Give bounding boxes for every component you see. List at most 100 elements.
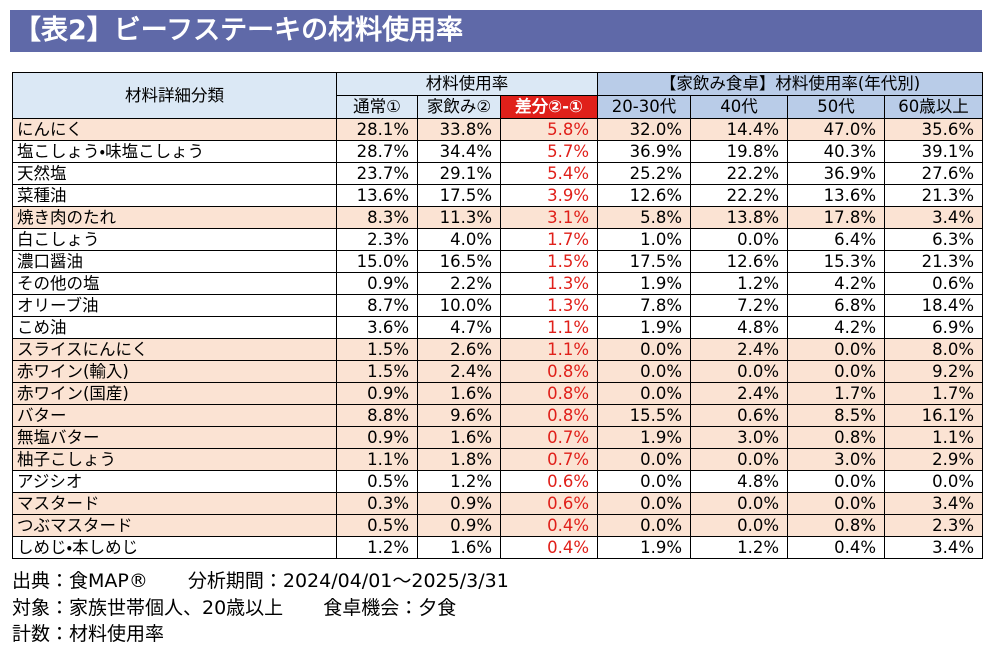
table-row: 赤ワイン(輸入) 1.5% 2.4% 0.8% 0.0% 0.0% 0.0% 9.2% xyxy=(12,360,984,383)
cell: 0.5% xyxy=(336,470,418,493)
cell: 15.0% xyxy=(336,250,418,273)
cell: 0.6% xyxy=(499,492,599,515)
cell: 1.7% xyxy=(884,382,984,405)
cell: 0.0% xyxy=(787,338,886,361)
row-label: 塩こしょう・味塩こしょう xyxy=(12,140,337,163)
footer-text: 計数：材料使用率 xyxy=(12,623,165,645)
column-header: 60歳以上 xyxy=(884,95,984,119)
cell: 9.6% xyxy=(417,404,501,427)
cell: 22.2% xyxy=(690,184,789,207)
cell: 0.8% xyxy=(499,382,599,405)
data-table: 材料詳細分類 材料使用率 【家飲み食卓】材料使用率(年代別) 通常① 家飲み② 差分②-①… xyxy=(12,72,984,559)
cell: 5.4% xyxy=(499,162,599,185)
table-row: つぶマスタード 0.5% 0.9% 0.4% 0.0% 0.0% 0.8% 2.3% xyxy=(12,514,984,537)
column-header: 40代 xyxy=(690,95,789,119)
table-row: その他の塩 0.9% 2.2% 1.3% 1.9% 1.2% 4.2% 0.6% xyxy=(12,272,984,295)
cell: 4.2% xyxy=(787,316,886,339)
cell: 33.8% xyxy=(417,118,501,141)
cell: 0.6% xyxy=(690,404,789,427)
cell: 5.7% xyxy=(499,140,599,163)
table-row: アジシオ 0.5% 1.2% 0.6% 0.0% 4.8% 0.0% 0.0% xyxy=(12,470,984,493)
row-label: スライスにんにく xyxy=(12,338,337,361)
cell: 1.9% xyxy=(597,536,692,559)
cell: 28.7% xyxy=(336,140,418,163)
cell: 4.2% xyxy=(787,272,886,295)
cell: 0.0% xyxy=(690,448,789,471)
cell: 2.2% xyxy=(417,272,501,295)
cell: 0.8% xyxy=(499,404,599,427)
cell: 1.1% xyxy=(499,316,599,339)
cell: 0.0% xyxy=(597,338,692,361)
cell: 16.1% xyxy=(884,404,984,427)
cell: 3.4% xyxy=(884,536,984,559)
cell: 5.8% xyxy=(499,118,599,141)
cell: 4.8% xyxy=(690,316,789,339)
cell: 0.6% xyxy=(499,470,599,493)
table-row: スライスにんにく 1.5% 2.6% 1.1% 0.0% 2.4% 0.0% 8.0% xyxy=(12,338,984,361)
table-row: マスタード 0.3% 0.9% 0.6% 0.0% 0.0% 0.0% 3.4% xyxy=(12,492,984,515)
cell: 3.4% xyxy=(884,492,984,515)
cell: 36.9% xyxy=(787,162,886,185)
cell: 1.3% xyxy=(499,272,599,295)
cell: 2.4% xyxy=(690,338,789,361)
footer-text: 出典：食MAP® xyxy=(12,570,148,592)
cell: 14.4% xyxy=(690,118,789,141)
cell: 0.9% xyxy=(336,272,418,295)
table-row: オリーブ油 8.7% 10.0% 1.3% 7.8% 7.2% 6.8% 18.4% xyxy=(12,294,984,317)
footer: 出典：食MAP® 分析期間：2024/04/01～2025/3/31 対象：家族世帯… xyxy=(12,568,549,648)
cell: 1.1% xyxy=(499,338,599,361)
cell: 3.0% xyxy=(690,426,789,449)
cell: 0.9% xyxy=(336,426,418,449)
cell: 1.5% xyxy=(336,338,418,361)
column-header: 50代 xyxy=(787,95,886,119)
cell: 8.7% xyxy=(336,294,418,317)
cell: 1.2% xyxy=(690,272,789,295)
cell: 0.0% xyxy=(787,470,886,493)
cell: 0.0% xyxy=(884,470,984,493)
cell: 13.6% xyxy=(787,184,886,207)
cell: 28.1% xyxy=(336,118,418,141)
cell: 8.5% xyxy=(787,404,886,427)
cell: 2.9% xyxy=(884,448,984,471)
row-label: マスタード xyxy=(12,492,337,515)
cell: 1.0% xyxy=(597,228,692,251)
row-label: こめ油 xyxy=(12,316,337,339)
cell: 36.9% xyxy=(597,140,692,163)
header-row: 材料詳細分類 材料使用率 【家飲み食卓】材料使用率(年代別) xyxy=(12,72,984,119)
cell: 25.2% xyxy=(597,162,692,185)
footer-line: 計数：材料使用率 xyxy=(12,621,549,648)
cell: 1.1% xyxy=(336,448,418,471)
cell: 29.1% xyxy=(417,162,501,185)
cell: 11.3% xyxy=(417,206,501,229)
cell: 0.6% xyxy=(884,272,984,295)
row-label: バター xyxy=(12,404,337,427)
row-label: 赤ワイン(国産) xyxy=(12,382,337,405)
cell: 0.9% xyxy=(417,492,501,515)
cell: 1.6% xyxy=(417,382,501,405)
cell: 8.0% xyxy=(884,338,984,361)
cell: 0.7% xyxy=(499,448,599,471)
cell: 4.0% xyxy=(417,228,501,251)
column-header: 20-30代 xyxy=(597,95,692,119)
cell: 12.6% xyxy=(597,184,692,207)
table-row: 柚子こしょう 1.1% 1.8% 0.7% 0.0% 0.0% 3.0% 2.9% xyxy=(12,448,984,471)
cell: 18.4% xyxy=(884,294,984,317)
cell: 0.8% xyxy=(499,360,599,383)
cell: 17.8% xyxy=(787,206,886,229)
cell: 1.1% xyxy=(884,426,984,449)
cell: 0.3% xyxy=(336,492,418,515)
footer-line: 対象：家族世帯個人、20歳以上 食卓機会：夕食 xyxy=(12,595,549,622)
cell: 3.9% xyxy=(499,184,599,207)
cell: 3.0% xyxy=(787,448,886,471)
row-label: オリーブ油 xyxy=(12,294,337,317)
row-label: しめじ・本しめじ xyxy=(12,536,337,559)
cell: 6.4% xyxy=(787,228,886,251)
table-row: 塩こしょう・味塩こしょう 28.7% 34.4% 5.7% 36.9% 19.8% 40.3… xyxy=(12,140,984,163)
cell: 21.3% xyxy=(884,184,984,207)
footer-text: 食卓機会：夕食 xyxy=(323,596,457,619)
column-header: 差分②-① xyxy=(499,95,599,119)
table-row: バター 8.8% 9.6% 0.8% 15.5% 0.6% 8.5% 16.1% xyxy=(12,404,984,427)
cell: 1.6% xyxy=(417,536,501,559)
cell: 27.6% xyxy=(884,162,984,185)
cell: 0.0% xyxy=(690,228,789,251)
